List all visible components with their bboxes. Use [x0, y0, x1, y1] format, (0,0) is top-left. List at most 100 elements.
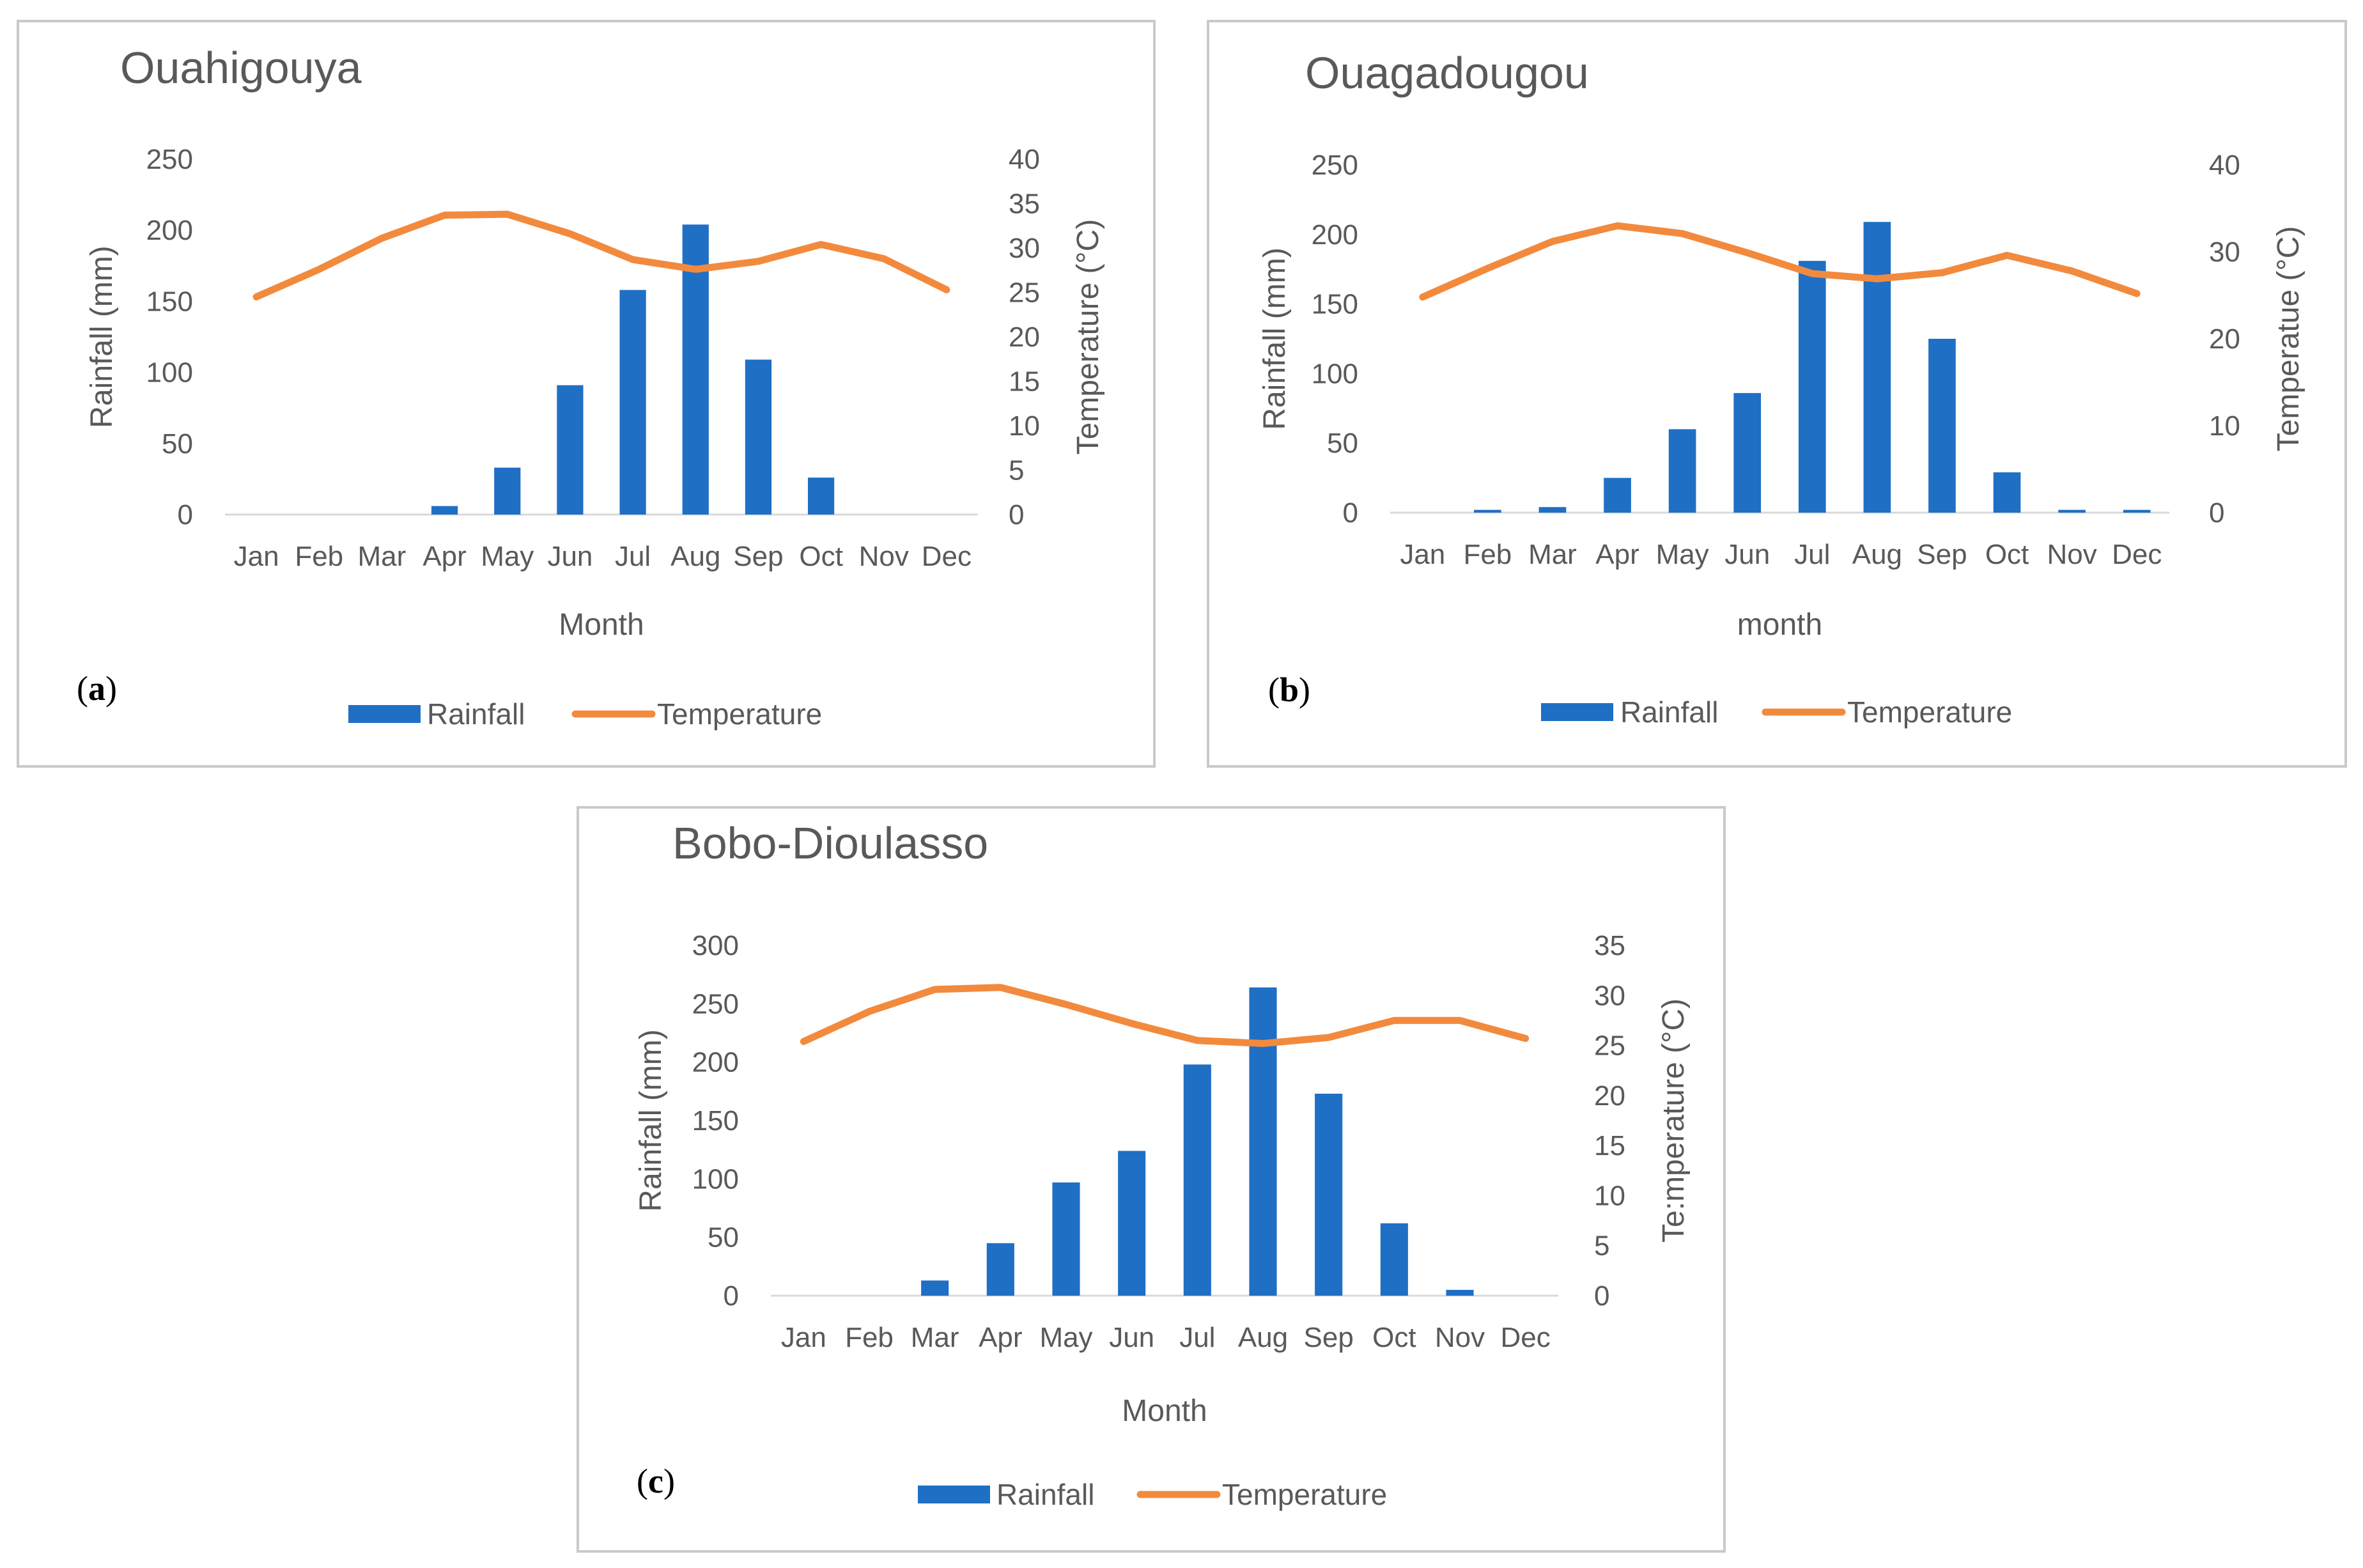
x-tick-label: Jan [781, 1322, 826, 1353]
x-tick-label: Mar [911, 1322, 959, 1353]
x-tick-label: Feb [1463, 539, 1512, 570]
chart-title: Bobo-Dioulasso [672, 818, 988, 868]
y-tick-label: 150 [146, 286, 193, 317]
y-axis-label: Rainfall (mm) [85, 245, 119, 428]
y2-tick-label: 15 [1009, 366, 1040, 398]
rainfall-bar [1380, 1223, 1408, 1296]
rainfall-bar [1604, 477, 1631, 513]
rainfall-bar [1928, 339, 1956, 513]
y-tick-label: 100 [1312, 358, 1358, 389]
rainfall-bar [1798, 261, 1826, 513]
y-tick-label: 50 [1327, 428, 1358, 459]
legend-temperature-label: Temperature [1222, 1478, 1387, 1511]
x-tick-label: Apr [422, 541, 466, 572]
y-tick-label: 0 [724, 1280, 739, 1312]
x-axis-label: Month [559, 608, 644, 642]
chart-bobo-dioulasso: Bobo-Dioulasso 0 50 100 150 200 250 300 0 5 10 15 20… [634, 818, 1691, 1511]
y2-tick-label: 35 [1009, 189, 1040, 220]
y-tick-label: 300 [692, 930, 739, 961]
x-tick-label: Jul [1794, 539, 1830, 570]
y-tick-label: 100 [146, 357, 193, 389]
rainfall-bar [1446, 1289, 1474, 1296]
y-tick-label: 200 [1312, 219, 1358, 251]
x-tick-label: May [481, 541, 534, 572]
temperature-line [800, 984, 1530, 1047]
rainfall-bar [682, 224, 709, 515]
legend-rainfall-swatch [918, 1486, 990, 1503]
x-tick-label: Dec [1501, 1322, 1551, 1353]
y-tick-label: 200 [146, 215, 193, 246]
chart-ouahigouya: Ouahigouya 0 50 100 150 200 250 0 5 10 15 20 25 30 35 4… [77, 43, 1105, 731]
y2-tick-label: 10 [1594, 1180, 1625, 1211]
y2-tick-label: 10 [2209, 410, 2240, 442]
rainfall-bar [431, 506, 458, 515]
x-axis-label: Month [1122, 1394, 1207, 1428]
panel-letter: (c) [637, 1462, 675, 1500]
y-tick-label: 150 [1312, 289, 1358, 320]
x-tick-label: Aug [1238, 1322, 1288, 1353]
x-tick-label: May [1039, 1322, 1092, 1353]
y2-tick-label: 25 [1009, 277, 1040, 309]
y-tick-label: 150 [692, 1105, 739, 1137]
y2-tick-label: 20 [1594, 1080, 1625, 1112]
rainfall-bar [1733, 392, 1762, 513]
chart-ouagadougou: Ouagadougou 0 50 100 150 200 250 0 10 20 30 40 Jan Fe… [1258, 48, 2305, 729]
rainfall-bar [1052, 1182, 1080, 1296]
y2-tick-label: 35 [1594, 930, 1625, 961]
x-tick-label: Oct [799, 541, 842, 572]
panel-letter: (a) [77, 669, 117, 708]
x-tick-label: Sep [1304, 1322, 1354, 1353]
x-tick-label: Apr [979, 1322, 1022, 1353]
x-axis-label: month [1737, 608, 1822, 642]
x-tick-label: Jan [1400, 539, 1445, 570]
rainfall-bar [921, 1280, 949, 1296]
x-tick-label: May [1656, 539, 1709, 570]
x-tick-label: Jun [1724, 539, 1770, 570]
y-axis-label: Rainfall (mm) [634, 1029, 668, 1211]
legend-rainfall-label: Rainfall [1620, 695, 1718, 729]
x-tick-label: Jul [1179, 1322, 1215, 1353]
y-tick-label: 250 [1312, 150, 1358, 181]
legend-rainfall-swatch [1541, 703, 1613, 721]
rainfall-bar [807, 477, 835, 515]
y2-tick-label: 10 [1009, 410, 1040, 442]
rainfall-bar [1668, 429, 1696, 513]
x-tick-label: Apr [1595, 539, 1639, 570]
y2-tick-label: 0 [2209, 497, 2224, 529]
legend-temperature-label: Temperature [1847, 695, 2012, 729]
x-tick-label: Jan [234, 541, 279, 572]
x-tick-label: Nov [1435, 1322, 1485, 1353]
y2-tick-label: 0 [1594, 1280, 1609, 1312]
legend-temperature-label: Temperature [657, 697, 822, 731]
y-tick-label: 50 [708, 1222, 739, 1254]
y-tick-label: 100 [692, 1163, 739, 1195]
y-tick-label: 200 [692, 1047, 739, 1078]
x-tick-label: Jun [1109, 1322, 1154, 1353]
rainfall-bar [1863, 222, 1891, 513]
y2-tick-label: 20 [1009, 322, 1040, 353]
x-tick-label: Oct [1985, 539, 2029, 570]
rainfall-bar [1183, 1064, 1211, 1296]
x-tick-label: Nov [2047, 539, 2097, 570]
panel-letter: (b) [1268, 671, 1310, 709]
y2-tick-label: 40 [1009, 144, 1040, 175]
legend-rainfall-label: Rainfall [427, 697, 525, 731]
legend-rainfall-swatch [348, 705, 421, 723]
rainfall-bar [2058, 509, 2086, 513]
chart-panel-bobo-dioulasso: Bobo-Dioulasso 0 50 100 150 200 250 300 0 5 10 15 20… [577, 806, 1726, 1553]
y2-tick-label: 25 [1594, 1030, 1625, 1062]
y-tick-label: 250 [692, 988, 739, 1020]
y2-tick-label: 30 [1594, 980, 1625, 1011]
x-tick-label: Dec [922, 541, 972, 572]
rainfall-bar [1118, 1151, 1146, 1296]
y2-axis-label: Temperatue (°C) [2272, 226, 2305, 452]
rainfall-bar [1993, 472, 2021, 513]
rainfall-bar [986, 1243, 1014, 1296]
y2-tick-label: 20 [2209, 323, 2240, 355]
rainfall-bar [1474, 509, 1501, 513]
y2-tick-label: 30 [1009, 233, 1040, 264]
chart-panel-ouahigouya: Ouahigouya 0 50 100 150 200 250 0 5 10 15 20 25 30 35 4… [17, 20, 1156, 768]
y2-axis-label: Temperature (°C) [1071, 219, 1105, 455]
rainfall-bar [1538, 507, 1567, 513]
chart-title: Ouagadougou [1305, 48, 1589, 98]
